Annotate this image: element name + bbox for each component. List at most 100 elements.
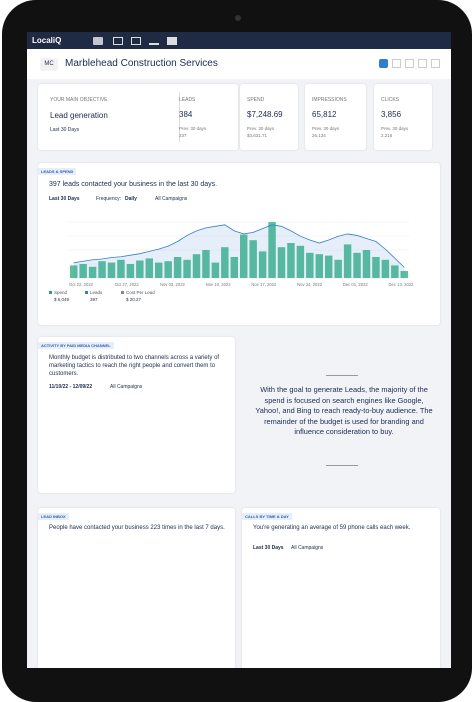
x-tick-label: Nov 10, 2022 <box>206 282 232 287</box>
headline: Monthly budget is distributed to two cha… <box>49 355 220 377</box>
bar <box>88 266 97 278</box>
x-tick-label: Nov 03, 2022 <box>160 282 186 287</box>
bar <box>183 259 191 278</box>
bar <box>381 259 390 278</box>
bar <box>98 261 106 278</box>
kpi-label: SPEND <box>247 97 265 103</box>
filter[interactable]: Last 30 Days <box>49 196 80 202</box>
tag: LEAD INBOX <box>38 513 69 520</box>
nav-icon[interactable] <box>149 37 159 45</box>
bar <box>79 264 87 278</box>
x-tick-label: Nov 17, 2022 <box>251 282 277 287</box>
settings-button[interactable] <box>405 59 414 68</box>
headline: People have contacted your business 223 … <box>49 525 225 531</box>
bar <box>164 261 172 278</box>
camera <box>235 15 241 21</box>
view-button[interactable] <box>379 59 388 68</box>
filter[interactable]: Daily <box>125 196 137 202</box>
campaign-filter[interactable]: All Campaigns <box>110 384 143 390</box>
nav-icon[interactable] <box>113 37 123 45</box>
bar <box>268 222 276 278</box>
x-tick-label: Oct 27, 2022 <box>115 282 140 287</box>
lead-inbox-card: LEAD INBOX People have contacted your bu… <box>38 508 235 668</box>
kpi-card <box>305 84 366 150</box>
bar <box>70 265 78 278</box>
bar <box>221 247 229 278</box>
headline: You're generating an average of 59 phone… <box>253 525 411 531</box>
spend-line <box>73 224 405 268</box>
kpi-label: IMPRESSIONS <box>312 97 347 103</box>
nav-bar: LocaliQ <box>27 32 451 49</box>
kpi-label: LEADS <box>179 97 196 103</box>
legend-label: Cost Per Lead <box>126 290 155 295</box>
kpi-card <box>374 84 432 150</box>
prev-label: Prev. 30 days <box>312 126 340 131</box>
bar <box>372 257 380 278</box>
x-tick-label: Oct 22, 2022 <box>69 282 94 287</box>
prev-label: Prev. 30 days <box>179 126 207 131</box>
label: YOUR MAIN OBJECTIVE <box>50 97 108 103</box>
prev-value: $3,631.71 <box>247 133 268 138</box>
filter-label: Frequency: <box>96 196 122 202</box>
logo[interactable]: LocaliQ <box>32 36 62 45</box>
bar <box>136 260 144 278</box>
share-button[interactable] <box>431 59 440 68</box>
divider <box>179 92 180 142</box>
screen: LocaliQ MC Marblehead Construction Servi… <box>27 32 451 668</box>
bar <box>391 265 399 278</box>
objective-card: YOUR MAIN OBJECTIVE Lead generation Last… <box>38 84 238 150</box>
nav-icon[interactable] <box>131 37 141 45</box>
filter[interactable]: All Campaigns <box>155 196 188 202</box>
bar <box>353 252 361 278</box>
bar <box>145 258 153 278</box>
header: MC Marblehead Construction Services <box>27 49 451 79</box>
kpi-value: 65,812 <box>312 110 337 119</box>
bar <box>315 254 323 278</box>
filter[interactable]: All Campaigns <box>291 545 324 551</box>
bar <box>343 244 352 278</box>
activity-card: ACTIVITY BY PAID MEDIA CHANNEL Monthly b… <box>38 337 235 493</box>
x-tick-label: Nov 24, 2022 <box>297 282 323 287</box>
filter-button[interactable] <box>392 59 401 68</box>
tag: CALLS BY TIME & DAY <box>242 513 292 520</box>
bar <box>240 234 248 278</box>
x-tick-label: Dec 01, 2022 <box>343 282 369 287</box>
prev-label: Prev. 30 days <box>381 126 409 131</box>
kpi-card <box>240 84 298 150</box>
legend-label: Spend <box>54 290 68 295</box>
kpi-value: 384 <box>179 110 193 119</box>
date-range[interactable]: 11/10/22 - 12/09/22 <box>49 384 93 390</box>
calls-card: CALLS BY TIME & DAY You're generating an… <box>242 508 440 668</box>
bar <box>117 259 125 278</box>
period-dropdown[interactable]: Last 30 Days <box>50 127 80 133</box>
legend-value: $ 6,049 <box>54 297 70 302</box>
edit-button[interactable] <box>418 59 427 68</box>
business-name: Marblehead Construction Services <box>65 58 218 69</box>
tag: LEADS & SPEND <box>38 168 77 175</box>
prev-value: 26,134 <box>312 133 326 138</box>
bar <box>400 271 408 278</box>
nav-icon[interactable] <box>93 37 103 45</box>
bar <box>173 257 182 278</box>
legend-swatch <box>49 291 52 294</box>
bar <box>230 257 238 278</box>
legend-swatch <box>85 291 88 294</box>
bar <box>287 243 295 278</box>
bar <box>202 250 210 278</box>
bar <box>258 251 267 278</box>
bar <box>107 262 116 278</box>
prev-value: 237 <box>179 133 187 138</box>
bar <box>211 262 220 278</box>
legend-swatch <box>121 291 124 294</box>
spend-area <box>73 224 405 278</box>
filter[interactable]: Last 30 Days <box>253 545 284 551</box>
nav-icon[interactable] <box>167 37 177 45</box>
legend-value: 397 <box>90 297 98 302</box>
kpi-value: $7,248.69 <box>247 110 283 119</box>
leads-spend-card: LEADS & SPEND 397 leads contacted your b… <box>38 163 440 325</box>
bar <box>306 252 314 278</box>
bar <box>325 255 333 278</box>
bar <box>249 240 257 278</box>
tag: ACTIVITY BY PAID MEDIA CHANNEL <box>38 342 114 349</box>
